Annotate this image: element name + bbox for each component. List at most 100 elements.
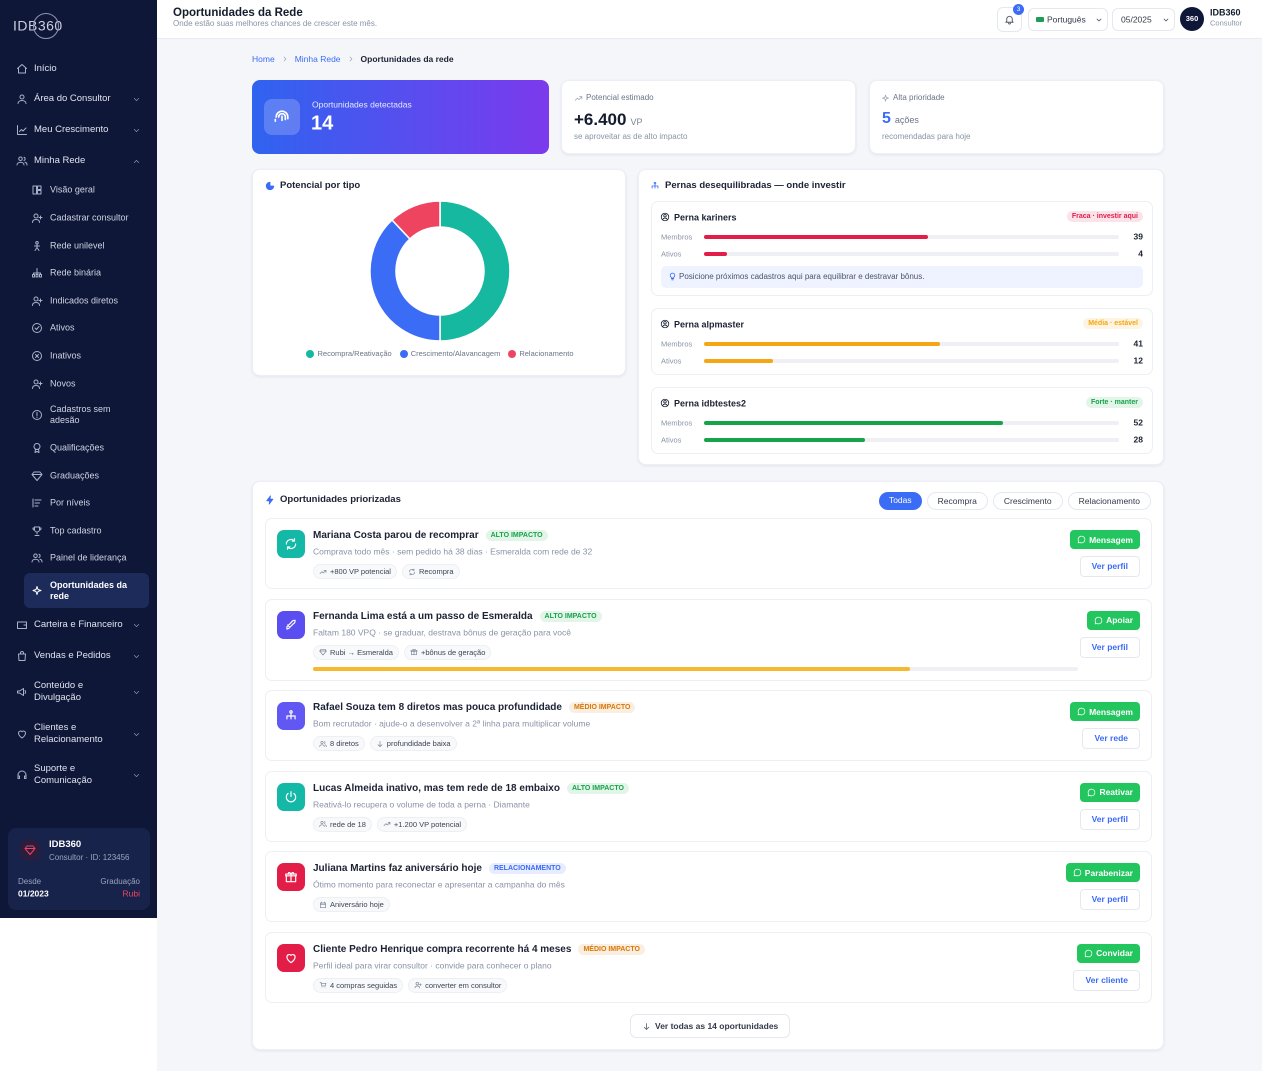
menu-item[interactable]: Área do Consultor (10, 87, 147, 111)
profile-since-label: Desde (18, 877, 42, 886)
opportunity-title: Juliana Martins faz aniversário hoje (313, 863, 482, 874)
user-avatar[interactable]: 360 (1180, 7, 1204, 31)
action-button[interactable]: Mensagem (1070, 530, 1140, 549)
icon (17, 688, 27, 696)
breadcrumb-link[interactable]: Minha Rede (294, 53, 341, 64)
action-label: Apoiar (1106, 615, 1133, 625)
action-button[interactable]: Convidar (1077, 943, 1140, 963)
link-button[interactable]: Ver rede (1082, 728, 1140, 749)
menu-item[interactable]: Clientes e Relacionamento (10, 718, 147, 750)
menu-subitem[interactable]: Por níveis (24, 491, 149, 515)
stat-note: recomendadas para hoje (882, 132, 971, 141)
notifications-button[interactable]: 3 (997, 4, 1024, 32)
icon (574, 96, 583, 101)
action-button[interactable]: Mensagem (1070, 702, 1140, 721)
bar (704, 252, 727, 256)
menu-subitem[interactable]: Ativos (24, 316, 149, 340)
header: Oportunidades da Rede Onde estão suas mel… (157, 0, 1262, 39)
bar-track (704, 252, 1119, 256)
tag-row: Rubi → Esmeralda +bônus de geração (313, 644, 492, 660)
icon (32, 585, 42, 595)
profile-name: IDB360 (49, 839, 82, 851)
tag-row: 8 diretos profundidade baixa (313, 736, 457, 751)
impact-badge: RELACIONAMENTO (488, 863, 566, 874)
breadcrumb-link[interactable]: Home (252, 53, 275, 64)
action-button[interactable]: Parabenizar (1065, 863, 1140, 882)
menu-subitem-active[interactable]: Oportunidades da rede (24, 573, 149, 608)
notification-badge: 3 (1013, 4, 1024, 15)
menu-subitem[interactable]: Qualificações (24, 436, 149, 460)
legs-card: Pernas desequilibradas — onde investir Pe… (638, 169, 1164, 465)
icon (1094, 616, 1103, 624)
leg-value: 28 (1133, 434, 1143, 445)
icon (319, 982, 327, 988)
icon (24, 845, 36, 855)
menu-item[interactable]: Início (10, 57, 147, 81)
filter-tab[interactable]: Crescimento (992, 492, 1063, 510)
icon-shape (133, 655, 140, 658)
link-button[interactable]: Ver perfil (1079, 636, 1140, 658)
bar (704, 421, 1003, 425)
menu-subitem[interactable]: Rede unilevel (24, 234, 149, 258)
stat-note: se aproveitar as de alto impacto (574, 132, 688, 141)
action-button[interactable]: Apoiar (1087, 610, 1140, 630)
menu-item[interactable]: Conteúdo e Divulgação (10, 676, 147, 708)
icon (286, 710, 296, 720)
menu-item[interactable]: Minha Rede (10, 149, 147, 173)
menu-item[interactable]: Meu Crescimento (10, 118, 147, 142)
period-select[interactable]: 05/2025 (1112, 8, 1175, 31)
menu-subitem[interactable]: Painel de liderança (24, 546, 149, 570)
menu-subitem[interactable]: Top cadastro (24, 519, 149, 543)
icon-shape (414, 982, 422, 989)
menu-subitem[interactable]: Graduações (24, 464, 149, 488)
language-select[interactable]: Português (1028, 8, 1108, 31)
icon-shape (32, 296, 43, 306)
legend-swatch (399, 349, 408, 358)
legend-swatch (306, 349, 315, 358)
link-button[interactable]: Ver perfil (1079, 556, 1140, 577)
filter-tab[interactable]: Recompra (926, 492, 988, 510)
leg-value: 39 (1133, 231, 1143, 242)
view-all-button[interactable]: Ver todas as 14 oportunidades (630, 1014, 791, 1038)
icon (1088, 788, 1096, 796)
menu-subitem[interactable]: Inativos (24, 344, 149, 368)
menu-item[interactable]: Carteira e Financeiro (10, 609, 147, 641)
leg-row-label: Membros (661, 232, 693, 242)
filter-tab-active[interactable]: Todas (878, 492, 922, 510)
icon-shape (31, 471, 43, 481)
icon (377, 740, 383, 747)
menu-subitem[interactable]: Rede binária (24, 261, 149, 285)
icon (16, 156, 28, 166)
icon-shape (32, 185, 42, 195)
menu-sublabel: Visão geral (50, 184, 95, 195)
menu-subitem[interactable]: Cadastrar consultor (24, 206, 149, 230)
menu-subitem[interactable]: Cadastros sem adesão (24, 403, 149, 427)
page-subtitle: Onde estão suas melhores chances de cres… (173, 19, 378, 28)
menu-subitem[interactable]: Novos (24, 372, 149, 396)
tag-row: Aniversário hoje (313, 897, 390, 912)
leg-value: 4 (1138, 248, 1143, 259)
menu-subitem[interactable]: Indicados diretos (24, 289, 149, 313)
icon-shape (286, 619, 296, 630)
icon-shape (133, 98, 140, 101)
menu-sublabel: Rede unilevel (50, 240, 105, 251)
icon-shape (266, 495, 274, 505)
icon-shape (1096, 18, 1102, 22)
tag: Rubi → Esmeralda (313, 644, 399, 660)
donut-chart (369, 200, 511, 342)
filter-tab[interactable]: Relacionamento (1067, 492, 1151, 510)
tag-label: profundidade baixa (386, 739, 451, 748)
menu-label: Suporte e Comunicação (34, 763, 93, 786)
icon-shape (574, 96, 583, 101)
link-button[interactable]: Ver perfil (1079, 889, 1140, 910)
icon (32, 379, 43, 389)
donut-slice (439, 200, 511, 342)
menu-subitem[interactable]: Visão geral (24, 178, 149, 202)
menu-item[interactable]: Vendas e Pedidos (10, 640, 147, 672)
icon-shape (320, 901, 326, 908)
menu-item[interactable]: Suporte e Comunicação (10, 759, 147, 791)
link-button[interactable]: Ver perfil (1079, 808, 1140, 830)
action-button[interactable]: Reativar (1080, 782, 1140, 802)
link-button[interactable]: Ver cliente (1073, 969, 1140, 991)
opportunity-title: Cliente Pedro Henrique compra recorrente… (313, 943, 572, 955)
